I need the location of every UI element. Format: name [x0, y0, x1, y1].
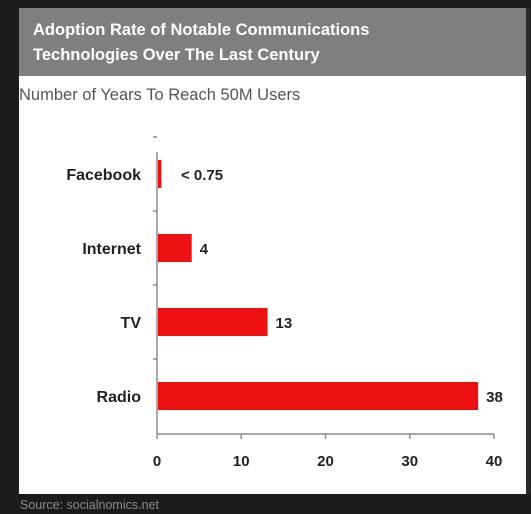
x-tick-label-30: 30: [401, 453, 418, 470]
data-label-tv: 13: [276, 315, 293, 332]
chart-title-line-2: Technologies Over The Last Century: [33, 46, 320, 64]
bar-radio: [158, 382, 479, 410]
x-tick-label-20: 20: [317, 453, 334, 470]
data-label-radio: 38: [486, 389, 503, 406]
x-tick-label-40: 40: [486, 453, 503, 470]
bar-internet: [158, 234, 192, 262]
chart-title-line-1: Adoption Rate of Notable Communications: [33, 21, 370, 39]
category-label-facebook: Facebook: [66, 167, 141, 184]
x-tick-label-10: 10: [233, 453, 250, 470]
title-band: Adoption Rate of Notable Communications …: [19, 8, 526, 76]
chart-subtitle: Number of Years To Reach 50M Users: [19, 86, 301, 104]
x-tick-label-0: 0: [153, 453, 161, 470]
bar-facebook: [158, 160, 162, 188]
category-label-tv: TV: [121, 315, 142, 332]
bar-tv: [158, 308, 268, 336]
chart-panel: Adoption Rate of Notable Communications …: [19, 8, 530, 494]
source-note: Source: socialnomics.net: [20, 498, 159, 512]
category-label-internet: Internet: [82, 241, 141, 258]
category-label-radio: Radio: [97, 389, 142, 406]
data-label-facebook: < 0.75: [181, 167, 223, 184]
data-label-internet: 4: [200, 241, 209, 258]
